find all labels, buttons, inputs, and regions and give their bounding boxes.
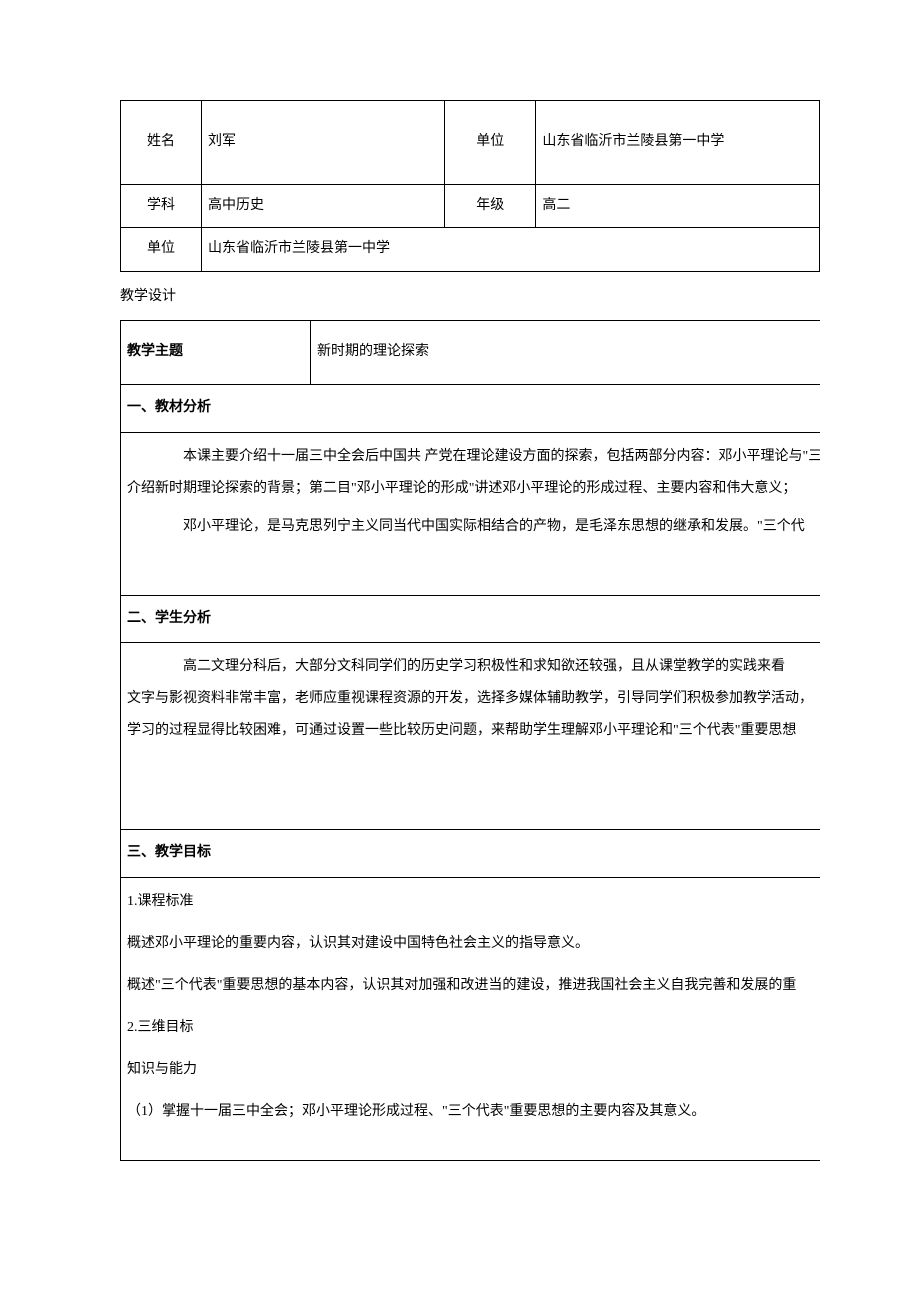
teacher-info-table: 姓名 刘军 单位 山东省临沂市兰陵县第一中学 学科 高中历史 年级 高二 单位 … bbox=[120, 100, 820, 272]
section2-heading: 二、学生分析 bbox=[121, 595, 821, 643]
spacer bbox=[127, 749, 820, 819]
section2-p1-line3: 学习的过程显得比较困难，可通过设置一些比较历史问题，来帮助学生理解邓小平理论和"… bbox=[127, 717, 820, 745]
section1-body: 本课主要介绍十一届三中全会后中国共 产党在理论建设方面的探索，包括两部分内容：邓… bbox=[121, 432, 821, 595]
section2-p1-line1: 高二文理分科后，大部分文科同学们的历史学习积极性和求知欲还较强，且从课堂教学的实… bbox=[127, 653, 820, 681]
table-row: 一、教材分析 bbox=[121, 384, 821, 432]
section3-heading: 三、教学目标 bbox=[121, 830, 821, 878]
name-label: 姓名 bbox=[121, 101, 202, 185]
topic-label: 教学主题 bbox=[121, 321, 311, 385]
table-row: 本课主要介绍十一届三中全会后中国共 产党在理论建设方面的探索，包括两部分内容：邓… bbox=[121, 432, 821, 595]
grade-label: 年级 bbox=[445, 184, 536, 228]
design-heading: 教学设计 bbox=[120, 284, 820, 311]
topic-value: 新时期的理论探索 bbox=[311, 321, 821, 385]
section3-item1: 1.课程标准 bbox=[127, 888, 820, 916]
section3-body: 1.课程标准 概述邓小平理论的重要内容，认识其对建设中国特色社会主义的指导意义。… bbox=[121, 877, 821, 1160]
table-row: 姓名 刘军 单位 山东省临沂市兰陵县第一中学 bbox=[121, 101, 820, 185]
table-row: 二、学生分析 bbox=[121, 595, 821, 643]
unit-value-top: 山东省临沂市兰陵县第一中学 bbox=[536, 101, 820, 185]
spacer bbox=[127, 545, 820, 585]
name-value: 刘军 bbox=[202, 101, 445, 185]
section3-p1: 概述邓小平理论的重要内容，认识其对建设中国特色社会主义的指导意义。 bbox=[127, 930, 820, 958]
section3-item2: 2.三维目标 bbox=[127, 1014, 820, 1042]
subject-label: 学科 bbox=[121, 184, 202, 228]
table-row: 高二文理分科后，大部分文科同学们的历史学习积极性和求知欲还较强，且从课堂教学的实… bbox=[121, 643, 821, 830]
table-row: 单位 山东省临沂市兰陵县第一中学 bbox=[121, 228, 820, 272]
section3-p3: （1）掌握十一届三中全会；邓小平理论形成过程、"三个代表"重要思想的主要内容及其… bbox=[127, 1098, 820, 1126]
grade-value: 高二 bbox=[536, 184, 820, 228]
section1-heading: 一、教材分析 bbox=[121, 384, 821, 432]
section3-sub1: 知识与能力 bbox=[127, 1056, 820, 1084]
section3-p2: 概述"三个代表"重要思想的基本内容，认识其对加强和改进当的建设，推进我国社会主义… bbox=[127, 972, 820, 1000]
table-row: 三、教学目标 bbox=[121, 830, 821, 878]
section2-p1-line2: 文字与影视资料非常丰富，老师应重视课程资源的开发，选择多媒体辅助教学，引导同学们… bbox=[127, 685, 820, 713]
lesson-plan-table: 教学主题 新时期的理论探索 一、教材分析 本课主要介绍十一届三中全会后中国共 产… bbox=[120, 320, 820, 1160]
spacer bbox=[127, 1130, 820, 1150]
table-row: 1.课程标准 概述邓小平理论的重要内容，认识其对建设中国特色社会主义的指导意义。… bbox=[121, 877, 821, 1160]
section1-p1-line2: 介绍新时期理论探索的背景；第二目"邓小平理论的形成"讲述邓小平理论的形成过程、主… bbox=[127, 475, 820, 503]
subject-value: 高中历史 bbox=[202, 184, 445, 228]
table-row: 教学主题 新时期的理论探索 bbox=[121, 321, 821, 385]
section2-body: 高二文理分科后，大部分文科同学们的历史学习积极性和求知欲还较强，且从课堂教学的实… bbox=[121, 643, 821, 830]
unit-label-top: 单位 bbox=[445, 101, 536, 185]
unit-value-bottom: 山东省临沂市兰陵县第一中学 bbox=[202, 228, 820, 272]
table-row: 学科 高中历史 年级 高二 bbox=[121, 184, 820, 228]
section1-p2: 邓小平理论，是马克思列宁主义同当代中国实际相结合的产物，是毛泽东思想的继承和发展… bbox=[127, 513, 820, 541]
section1-p1-line1: 本课主要介绍十一届三中全会后中国共 产党在理论建设方面的探索，包括两部分内容：邓… bbox=[127, 443, 820, 471]
unit-label-bottom: 单位 bbox=[121, 228, 202, 272]
